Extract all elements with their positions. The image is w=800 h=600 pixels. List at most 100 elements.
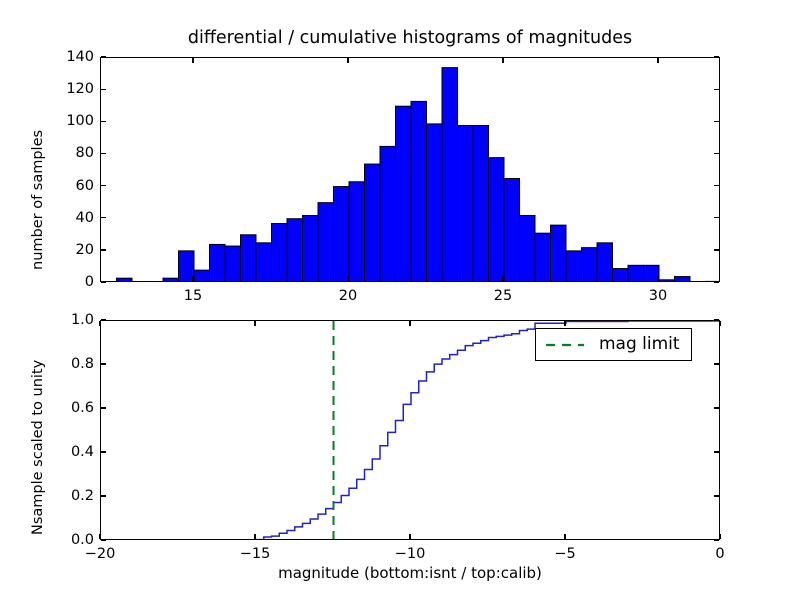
top-panel-y-tick-label: 0 xyxy=(84,274,94,290)
top-panel-y-tick-label: 40 xyxy=(75,209,94,226)
bottom-panel-x-tick-top xyxy=(564,321,566,326)
histogram-bar xyxy=(395,105,412,281)
top-panel-y-tick xyxy=(101,152,106,155)
top-panel-y-tick-label: 80 xyxy=(75,145,94,162)
bottom-panel-y-tick xyxy=(101,451,106,453)
histogram-bar xyxy=(658,279,675,281)
bottom-panel-y-tick xyxy=(101,363,106,365)
bottom-panel-axes xyxy=(100,320,720,540)
histogram-bar xyxy=(457,125,474,281)
bottom-panel-y-tick-label: 0.4 xyxy=(70,444,94,460)
top-panel-y-tick-right xyxy=(714,152,719,155)
top-panel-y-tick-label: 60 xyxy=(75,177,94,194)
bottom-panel-x-tick xyxy=(564,534,566,539)
histogram-bar xyxy=(627,264,644,281)
top-panel-x-tick-top xyxy=(347,58,349,63)
bottom-panel-x-tick-label: −20 xyxy=(84,546,116,562)
histogram-bar xyxy=(348,181,365,281)
top-panel-y-tick-right xyxy=(714,184,719,187)
top-panel-x-tick-label: 25 xyxy=(493,288,513,304)
top-panel-y-tick-right xyxy=(714,88,719,90)
histogram-bar xyxy=(534,232,551,281)
top-panel-y-tick-label: 100 xyxy=(66,113,94,130)
bottom-panel-plot-area xyxy=(101,321,719,539)
bottom-panel-x-tick-label: −10 xyxy=(394,546,426,562)
top-panel-y-tick-right xyxy=(714,249,719,251)
top-panel-y-tick xyxy=(101,281,106,283)
bottom-panel-y-tick-right xyxy=(714,319,719,321)
bottom-panel-y-tick xyxy=(101,539,106,541)
histogram-bar xyxy=(596,242,613,281)
bottom-panel-y-axis-label: Nsample scaled to unity xyxy=(30,359,46,535)
histogram-bar xyxy=(286,218,303,281)
histogram-bar xyxy=(379,145,396,281)
figure-title: differential / cumulative histograms of … xyxy=(187,28,633,48)
histogram-bar xyxy=(224,245,241,281)
histogram-bar xyxy=(612,268,629,281)
bottom-panel-x-axis-label: magnitude (bottom:isnt / top:calib) xyxy=(278,564,542,582)
bottom-panel-y-tick-right xyxy=(714,495,719,497)
top-panel-y-tick-label: 140 xyxy=(66,49,94,65)
top-panel-y-tick-right xyxy=(714,281,719,283)
bottom-panel-x-tick-top xyxy=(99,321,101,326)
top-panel-axes xyxy=(100,57,720,282)
top-panel-y-tick-label: 120 xyxy=(66,81,94,98)
top-panel-plot-area xyxy=(101,58,719,281)
top-panel-x-tick xyxy=(657,276,659,281)
top-panel-y-tick xyxy=(101,56,106,58)
legend-label-mag-limit: mag limit xyxy=(599,334,680,354)
bottom-panel-y-tick xyxy=(101,319,106,321)
histogram-bar xyxy=(255,242,272,281)
bottom-panel-y-tick-label: 0.6 xyxy=(70,400,94,416)
histogram-bar xyxy=(581,247,598,281)
top-panel-x-tick xyxy=(347,276,349,281)
top-panel-y-tick-right xyxy=(714,217,719,219)
histogram-bar xyxy=(364,163,381,281)
histogram-bar xyxy=(643,264,660,281)
bottom-panel-x-tick-label: 0 xyxy=(715,546,725,562)
histogram-bar xyxy=(271,223,288,281)
bottom-panel-y-tick-right xyxy=(714,363,719,365)
top-panel-y-tick xyxy=(101,217,106,219)
histogram-bar xyxy=(426,123,443,281)
cumulative-histogram-svg xyxy=(255,321,719,539)
histogram-bar xyxy=(519,215,536,281)
top-panel-x-tick-top xyxy=(657,58,659,63)
top-panel-y-tick-right xyxy=(714,120,719,122)
bottom-panel-x-tick-top xyxy=(719,321,721,326)
top-panel-x-tick xyxy=(502,276,504,281)
bottom-panel-x-tick-label: −5 xyxy=(554,546,576,562)
histogram-bar xyxy=(317,202,334,281)
histogram-bar xyxy=(674,276,691,281)
legend: mag limit xyxy=(535,328,692,361)
histogram-bar xyxy=(193,269,210,281)
bottom-panel-y-tick-right xyxy=(714,407,719,409)
top-panel-x-tick xyxy=(192,276,194,281)
bottom-panel-x-tick-label: −15 xyxy=(239,546,271,562)
cumulative-curve xyxy=(255,321,719,539)
histogram-bar xyxy=(565,250,582,281)
histogram-bar xyxy=(116,277,133,281)
bottom-panel-x-tick xyxy=(409,534,411,539)
top-panel-y-tick-right xyxy=(714,56,719,58)
histogram-bar xyxy=(209,243,226,281)
histogram-bar xyxy=(162,277,179,281)
top-panel-x-tick-top xyxy=(502,58,504,63)
bottom-panel-y-tick xyxy=(101,407,106,409)
top-panel-x-tick-label: 15 xyxy=(183,288,203,304)
histogram-bar xyxy=(472,125,489,281)
top-panel-x-tick-label: 30 xyxy=(648,288,668,304)
bottom-panel-y-tick-label: 1.0 xyxy=(70,312,94,328)
histogram-bar xyxy=(240,234,257,281)
top-panel-y-tick xyxy=(101,120,106,122)
bottom-panel-x-tick xyxy=(254,534,256,539)
top-panel-x-tick-label: 20 xyxy=(338,288,358,304)
bottom-panel-x-tick xyxy=(99,534,101,539)
histogram-bar xyxy=(550,224,567,281)
histogram-bar xyxy=(302,215,319,281)
top-panel-y-tick xyxy=(101,249,106,251)
top-panel-x-tick-top xyxy=(192,58,194,63)
differential-histogram-svg xyxy=(116,67,719,281)
bottom-panel-x-tick-top xyxy=(254,321,256,326)
